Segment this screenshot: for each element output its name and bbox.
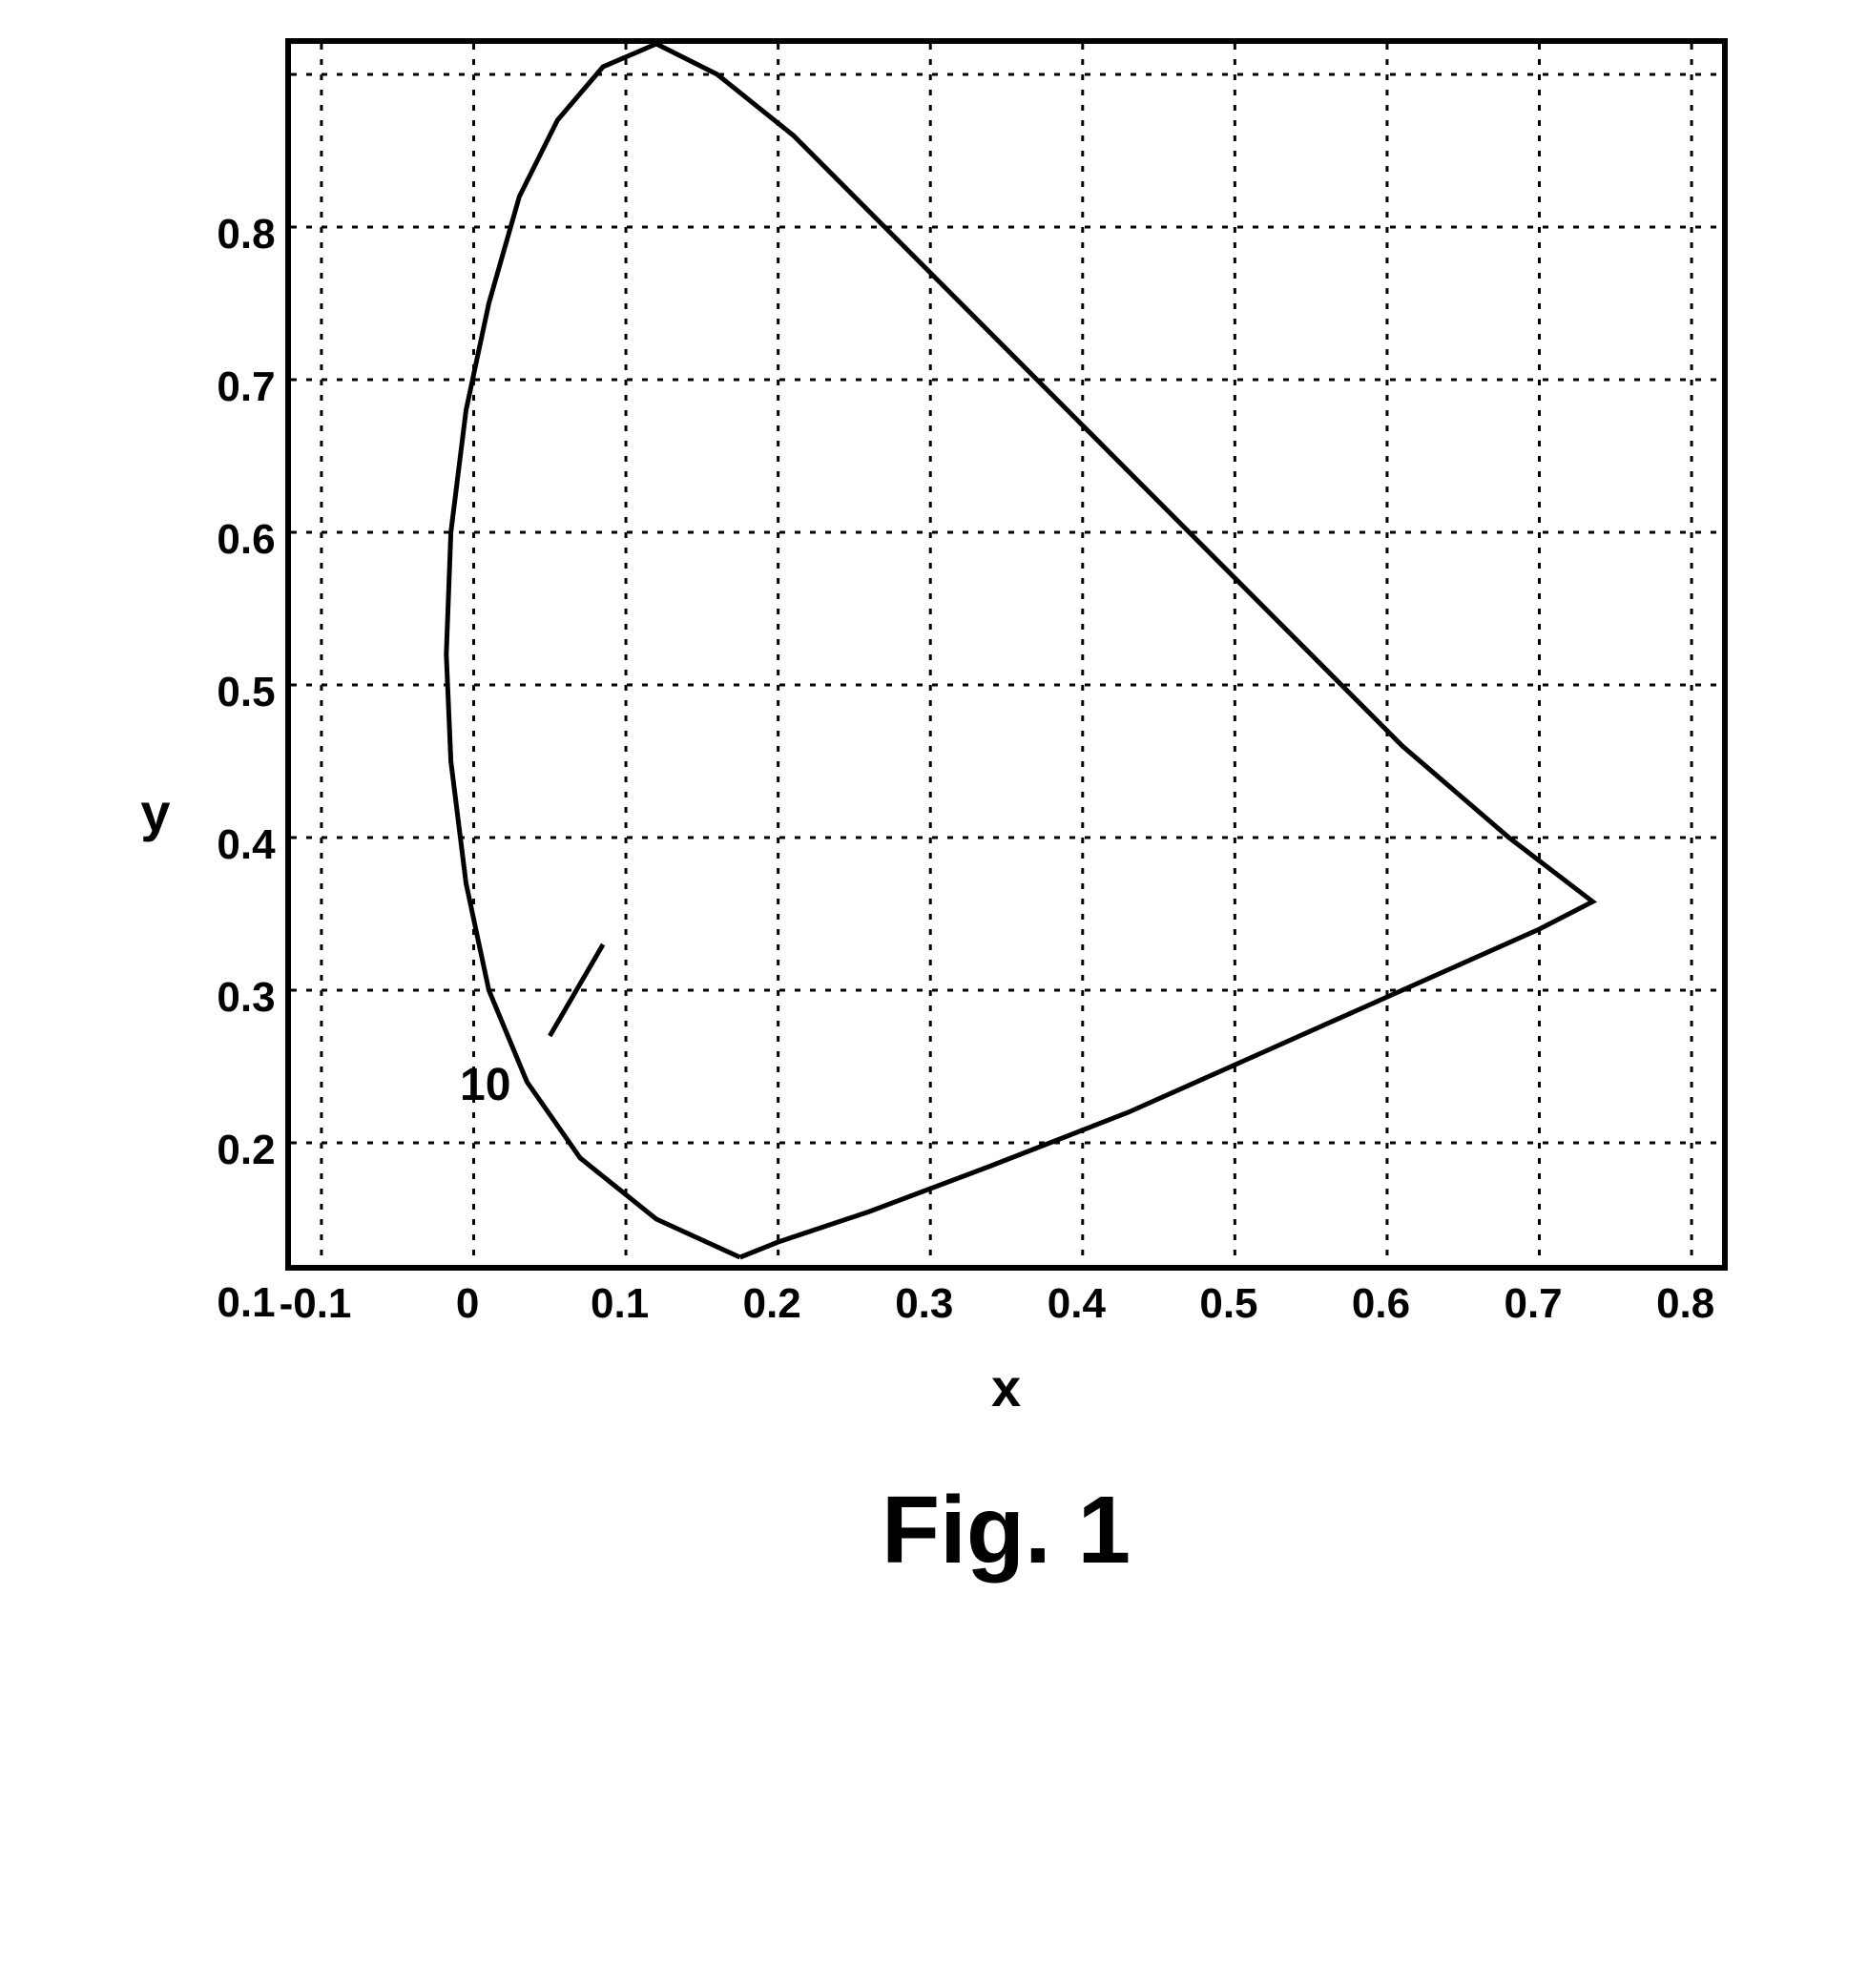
plot-wrapper: 10 -0.100.10.20.30.40.50.60.70.8 x Fig. … [285,38,1728,1585]
y-tick-label: 0.2 [217,1127,275,1174]
y-axis-label: y [140,781,170,843]
x-ticks: -0.100.10.20.30.40.50.60.70.8 [285,1280,1716,1328]
y-tick-label: 0.4 [217,821,275,869]
x-tick-label: 0 [429,1280,506,1328]
x-tick-label: 0.3 [886,1280,963,1328]
annotation-label: 10 [460,1059,510,1111]
y-tick-label: 0.6 [217,516,275,564]
y-tick-label: 0.5 [217,669,275,716]
chart-area: y 0.80.70.60.50.40.30.20.1 10 -0.100.10.… [140,38,1727,1585]
y-tick-label: 0.7 [217,363,275,411]
x-tick-label: 0.4 [1038,1280,1114,1328]
x-tick-label: 0.7 [1495,1280,1571,1328]
y-ticks: 0.8 0.7 0.6 0.5 0.4 0.3 0.2 0.1 [190,201,276,1422]
x-axis-label: x [285,1356,1728,1419]
figure-label: Fig. 1 [285,1476,1728,1585]
y-tick-label: 0.3 [217,974,275,1022]
x-tick-label: 0.5 [1191,1280,1267,1328]
y-tick-label: 0.8 [217,211,275,259]
x-tick-label: 0.2 [734,1280,810,1328]
x-tick-label: 0.1 [582,1280,658,1328]
plot-area: 10 [285,38,1728,1271]
x-tick-label: -0.1 [278,1280,354,1328]
chart-container: y 0.80.70.60.50.40.30.20.1 10 -0.100.10.… [38,38,1830,1585]
x-tick-label: 0.6 [1343,1280,1420,1328]
x-tick-label: 0.8 [1648,1280,1724,1328]
y-tick-label: 0.1 [217,1279,275,1327]
